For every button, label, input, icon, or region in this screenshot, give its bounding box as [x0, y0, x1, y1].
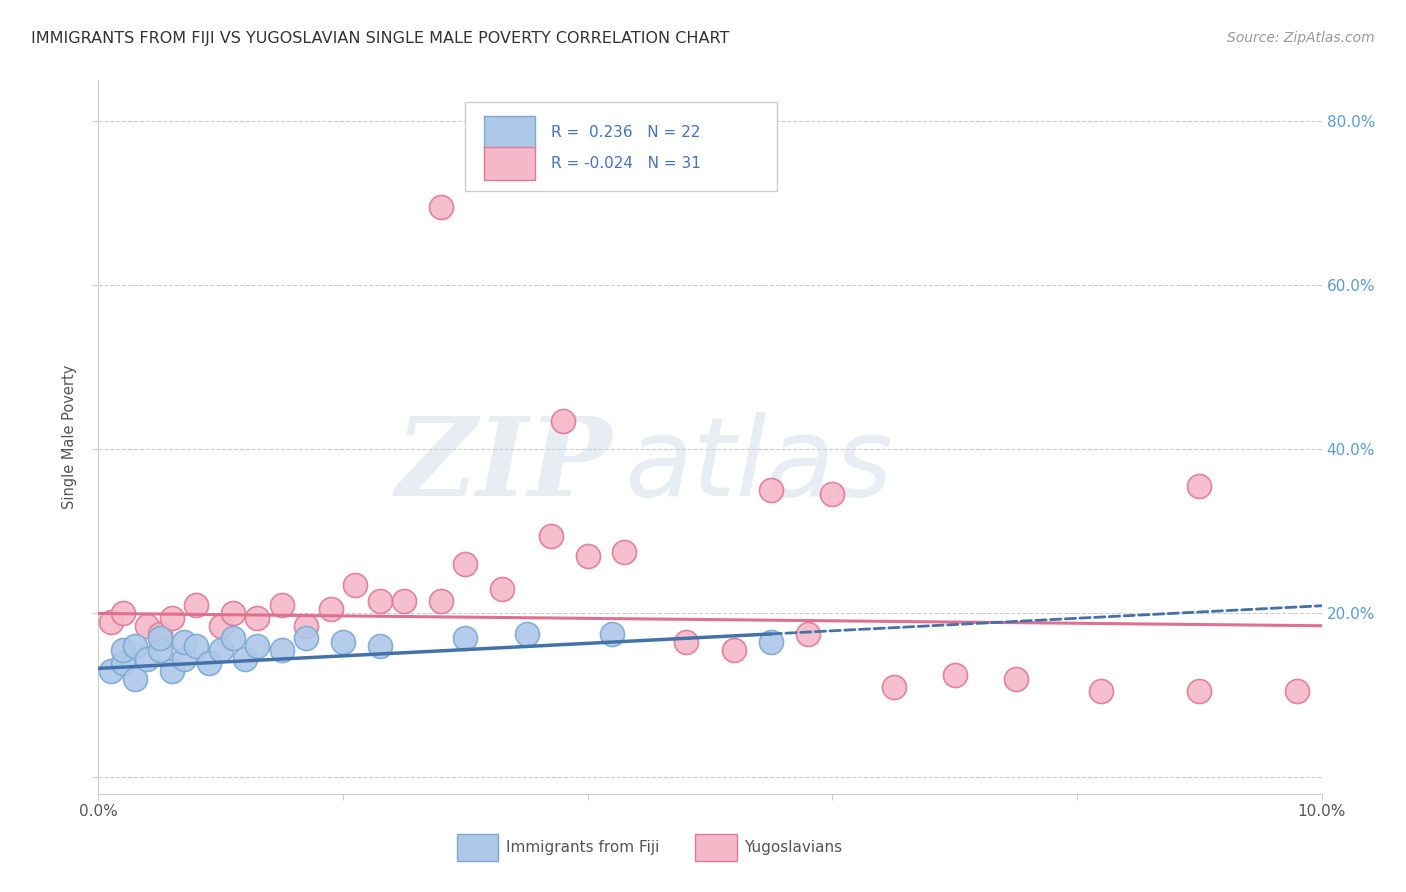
Point — [392, 594, 416, 608]
Point — [883, 680, 905, 694]
Point — [430, 594, 453, 608]
Point — [368, 639, 391, 653]
Point — [723, 643, 745, 657]
Point — [540, 528, 562, 542]
Point — [124, 639, 146, 653]
Point — [1004, 672, 1026, 686]
Point — [516, 627, 538, 641]
Point — [430, 201, 453, 215]
Point — [1286, 684, 1309, 698]
Point — [675, 635, 697, 649]
Text: Yugoslavians: Yugoslavians — [744, 840, 842, 855]
Point — [344, 578, 367, 592]
Point — [454, 558, 477, 572]
Point — [100, 615, 122, 629]
Point — [759, 483, 782, 498]
Text: Source: ZipAtlas.com: Source: ZipAtlas.com — [1227, 31, 1375, 45]
Text: atlas: atlas — [624, 412, 893, 519]
Point — [613, 545, 636, 559]
Point — [295, 631, 318, 645]
Point — [295, 618, 318, 632]
Point — [270, 643, 292, 657]
Point — [136, 618, 159, 632]
Text: ZIP: ZIP — [395, 412, 612, 519]
Point — [246, 610, 269, 624]
Point — [100, 664, 122, 678]
Text: R = -0.024   N = 31: R = -0.024 N = 31 — [551, 156, 700, 171]
Point — [186, 639, 208, 653]
Point — [1188, 479, 1211, 493]
Text: R =  0.236   N = 22: R = 0.236 N = 22 — [551, 125, 700, 140]
Point — [246, 639, 269, 653]
Point — [233, 651, 256, 665]
Point — [222, 631, 245, 645]
Point — [270, 599, 292, 613]
FancyBboxPatch shape — [457, 834, 498, 861]
Point — [111, 643, 134, 657]
Point — [160, 610, 183, 624]
Text: IMMIGRANTS FROM FIJI VS YUGOSLAVIAN SINGLE MALE POVERTY CORRELATION CHART: IMMIGRANTS FROM FIJI VS YUGOSLAVIAN SING… — [31, 31, 730, 46]
Y-axis label: Single Male Poverty: Single Male Poverty — [62, 365, 77, 509]
Point — [197, 656, 219, 670]
Point — [943, 668, 966, 682]
Point — [1090, 684, 1112, 698]
Point — [553, 414, 575, 428]
Point — [186, 599, 208, 613]
FancyBboxPatch shape — [484, 147, 536, 180]
Point — [319, 602, 342, 616]
Point — [759, 635, 782, 649]
FancyBboxPatch shape — [696, 834, 737, 861]
Point — [368, 594, 391, 608]
Point — [149, 627, 172, 641]
Point — [797, 627, 820, 641]
Point — [332, 635, 354, 649]
Point — [600, 627, 623, 641]
Point — [821, 487, 844, 501]
Point — [454, 631, 477, 645]
Point — [209, 643, 232, 657]
Point — [209, 618, 232, 632]
Point — [111, 607, 134, 621]
Point — [124, 672, 146, 686]
Point — [491, 582, 513, 596]
Point — [173, 651, 195, 665]
Point — [136, 651, 159, 665]
Point — [1188, 684, 1211, 698]
FancyBboxPatch shape — [465, 102, 778, 191]
Point — [222, 607, 245, 621]
Point — [149, 643, 172, 657]
Point — [160, 664, 183, 678]
Point — [173, 635, 195, 649]
Text: Immigrants from Fiji: Immigrants from Fiji — [506, 840, 659, 855]
Point — [149, 631, 172, 645]
FancyBboxPatch shape — [484, 116, 536, 149]
Point — [576, 549, 599, 563]
Point — [111, 656, 134, 670]
